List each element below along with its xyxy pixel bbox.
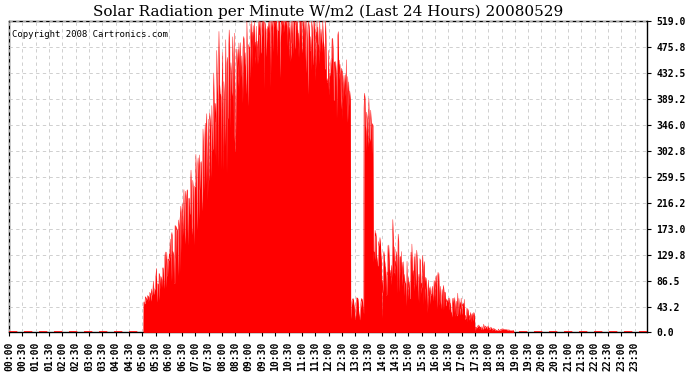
Text: Copyright 2008 Cartronics.com: Copyright 2008 Cartronics.com [12,30,168,39]
Title: Solar Radiation per Minute W/m2 (Last 24 Hours) 20080529: Solar Radiation per Minute W/m2 (Last 24… [93,4,564,18]
